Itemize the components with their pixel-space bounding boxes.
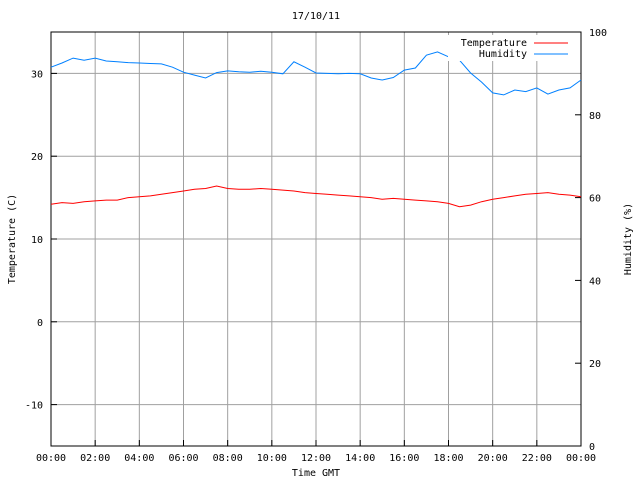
- y2-tick-label: 80: [589, 111, 601, 122]
- legend: Temperature Humidity: [448, 35, 572, 61]
- y-tick-label: 0: [37, 318, 43, 329]
- x-axis-label: Time GMT: [292, 468, 340, 479]
- y2-axis-label: Humidity (%): [623, 203, 634, 275]
- y-axis-label: Temperature (C): [7, 194, 18, 284]
- y2-tick-label: 20: [589, 359, 601, 370]
- y2-tick-label: 100: [589, 28, 607, 39]
- y-tick-label: 10: [31, 235, 43, 246]
- x-tick-label: 10:00: [257, 453, 287, 464]
- x-tick-label: 06:00: [168, 453, 198, 464]
- legend-box: [448, 35, 572, 61]
- y-tick-label: -10: [25, 401, 43, 412]
- x-tick-label: 00:00: [566, 453, 596, 464]
- x-tick-label: 22:00: [522, 453, 552, 464]
- axis-ticks: 00:00 02:00 04:00 06:00 08:00 10:00 12:00 14:00…: [25, 28, 607, 464]
- x-tick-label: 18:00: [433, 453, 463, 464]
- grid: [51, 32, 581, 446]
- y2-tick-label: 40: [589, 276, 601, 287]
- legend-label-humidity: Humidity: [479, 49, 527, 60]
- y2-tick-label: 0: [589, 442, 595, 453]
- x-tick-label: 00:00: [36, 453, 66, 464]
- series-line-temperature: [50, 185, 582, 208]
- x-tick-label: 04:00: [124, 453, 154, 464]
- x-tick-label: 14:00: [345, 453, 375, 464]
- y-tick-label: 20: [31, 152, 43, 163]
- x-tick-label: 12:00: [301, 453, 331, 464]
- legend-label-temperature: Temperature: [461, 38, 527, 49]
- series-line-humidity: [50, 51, 582, 96]
- x-tick-label: 08:00: [213, 453, 243, 464]
- x-tick-label: 16:00: [389, 453, 419, 464]
- y2-tick-label: 60: [589, 194, 601, 205]
- x-tick-label: 20:00: [478, 453, 508, 464]
- series-lines: [50, 51, 582, 208]
- x-tick-label: 02:00: [80, 453, 110, 464]
- chart-title: 17/10/11: [292, 11, 340, 22]
- y-tick-label: 30: [31, 69, 43, 80]
